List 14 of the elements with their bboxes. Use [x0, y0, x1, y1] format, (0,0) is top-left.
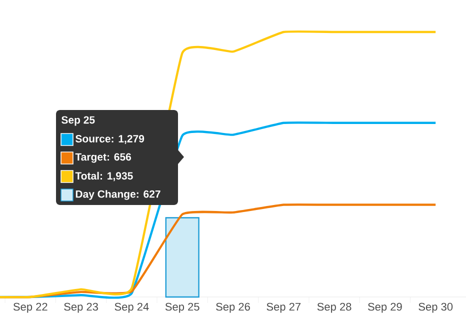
- x-tick-label: Sep 25: [165, 302, 200, 313]
- x-tick-label: Sep 28: [317, 302, 352, 313]
- x-tick-label: Sep 30: [418, 302, 453, 313]
- x-tick-label: Sep 22: [13, 302, 48, 313]
- annotation: Source: 1,279: [76, 135, 144, 144]
- annotation: Target: 656: [75, 153, 132, 163]
- x-tick-label: Sep 24: [114, 302, 149, 313]
- annotation: Day Change: 627: [76, 190, 160, 200]
- x-tick-label: Sep 23: [64, 302, 98, 313]
- annotation: Total: 1,935: [75, 172, 133, 182]
- x-tick-label: Sep 27: [266, 302, 301, 313]
- x-tick-label: Sep 29: [368, 302, 402, 313]
- x-tick-label: Sep 26: [216, 302, 250, 313]
- annotation: Sep 25: [62, 116, 95, 126]
